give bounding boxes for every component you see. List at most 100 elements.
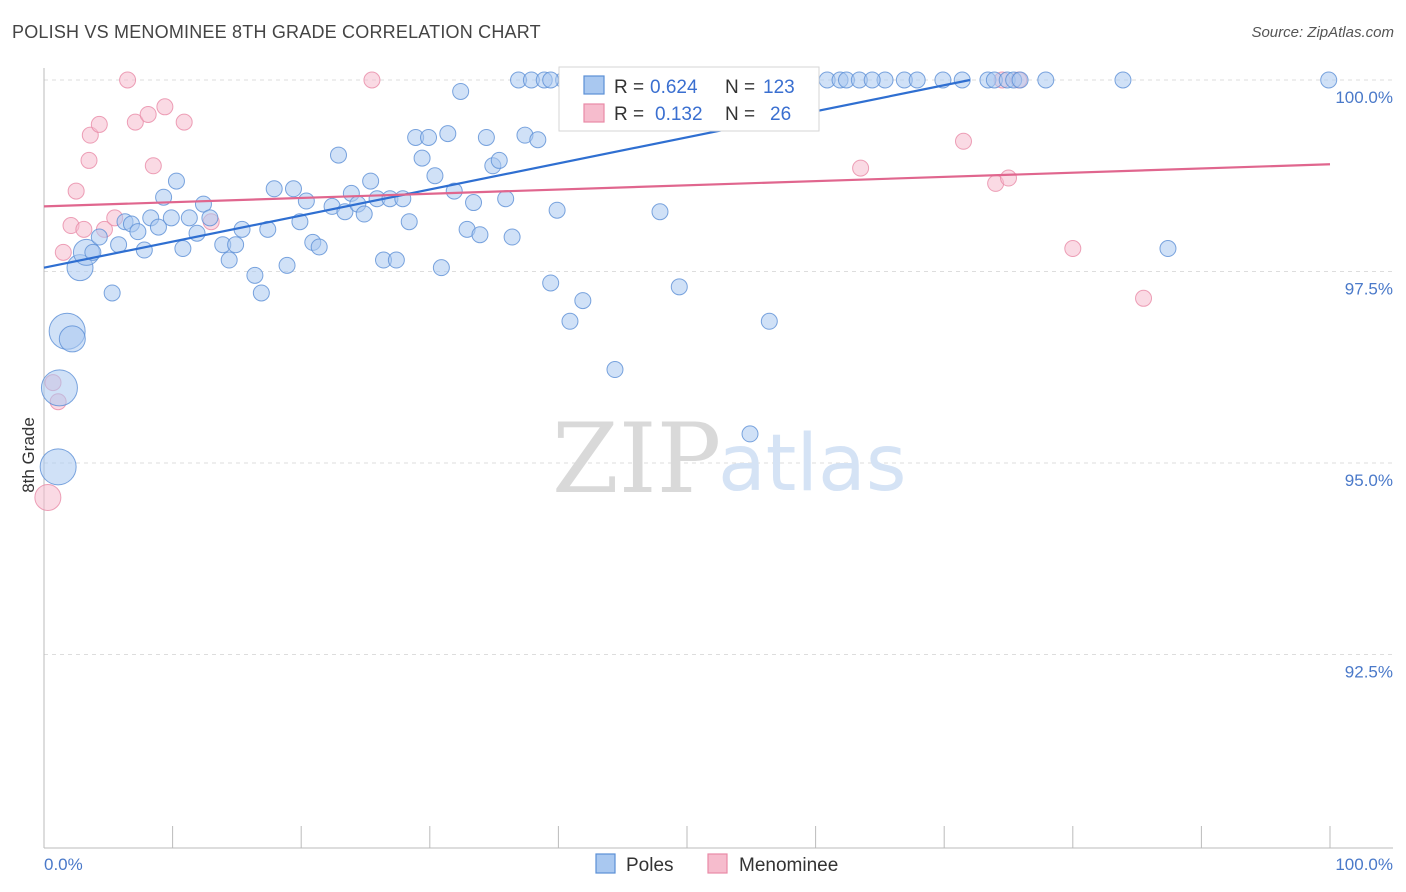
menominee-r-value: 0.132 xyxy=(655,104,703,125)
menominee-point xyxy=(363,71,381,89)
poles-point xyxy=(529,131,547,149)
menominee-r-label: R = xyxy=(614,104,644,125)
menominee-point xyxy=(144,157,162,175)
poles-point xyxy=(503,228,521,246)
poles-point xyxy=(432,259,450,277)
poles-points xyxy=(39,71,1338,486)
legend-poles-swatch xyxy=(595,853,616,874)
poles-point xyxy=(561,312,579,330)
menominee-point xyxy=(954,132,972,150)
menominee-point xyxy=(67,182,85,200)
poles-point xyxy=(246,266,264,284)
poles-point xyxy=(227,236,245,254)
poles-r-value: 0.624 xyxy=(650,77,698,98)
poles-point xyxy=(284,180,302,198)
menominee-point xyxy=(1000,169,1017,187)
poles-point xyxy=(1320,71,1338,89)
poles-point xyxy=(490,151,508,169)
poles-n-label: N = xyxy=(725,77,755,98)
poles-point xyxy=(110,236,128,254)
menominee-n-label: N = xyxy=(725,104,755,125)
y-tick-label: 97.5% xyxy=(1345,280,1393,299)
poles-point xyxy=(574,292,592,310)
y-tick-label: 100.0% xyxy=(1335,88,1393,107)
menominee-point xyxy=(54,243,72,261)
menominee-point xyxy=(75,220,93,238)
stats-legend: R = 0.624 N = 123 R = 0.132 N = 26 xyxy=(558,66,820,132)
poles-point xyxy=(135,241,153,259)
poles-point xyxy=(1011,71,1029,89)
poles-point xyxy=(167,172,185,190)
poles-point xyxy=(40,369,78,407)
poles-point xyxy=(90,228,108,246)
menominee-n-value: 26 xyxy=(770,104,791,125)
poles-point xyxy=(39,448,77,486)
poles-point xyxy=(355,205,373,223)
poles-point xyxy=(606,361,624,379)
poles-point xyxy=(252,284,270,302)
watermark-zip: ZIP xyxy=(552,403,721,515)
poles-point xyxy=(651,203,669,221)
poles-r-label: R = xyxy=(614,77,644,98)
y-tick-label: 92.5% xyxy=(1345,663,1393,682)
poles-point xyxy=(400,213,418,231)
menominee-point xyxy=(175,113,193,131)
poles-point xyxy=(426,167,444,185)
poles-point xyxy=(155,188,173,206)
menominee-point xyxy=(119,71,137,89)
poles-point xyxy=(542,71,560,89)
menominee-point xyxy=(1064,240,1082,258)
poles-point xyxy=(58,325,86,353)
menominee-point xyxy=(90,115,108,133)
poles-n-value: 123 xyxy=(763,77,795,98)
menominee-point xyxy=(139,105,157,123)
source-label: Source: ZipAtlas.com xyxy=(1251,24,1394,41)
x-tick-label: 0.0% xyxy=(44,855,83,874)
poles-point xyxy=(477,128,495,146)
menominee-point xyxy=(80,151,98,169)
chart-title: POLISH VS MENOMINEE 8TH GRADE CORRELATIO… xyxy=(12,22,541,42)
poles-point xyxy=(1159,240,1177,258)
poles-point xyxy=(439,125,457,143)
y-tick-label: 95.0% xyxy=(1345,471,1393,490)
poles-point xyxy=(362,172,380,190)
poles-point xyxy=(180,209,198,227)
menominee-point xyxy=(156,98,174,116)
legend-menominee-label: Menominee xyxy=(739,855,838,876)
poles-point xyxy=(1037,71,1055,89)
poles-point xyxy=(265,180,283,198)
menominee-point xyxy=(1135,289,1153,307)
poles-point xyxy=(129,223,147,241)
poles-point xyxy=(548,201,566,219)
series-legend: Poles Menominee xyxy=(595,853,838,876)
poles-point xyxy=(542,274,560,292)
legend-poles-label: Poles xyxy=(626,855,674,876)
poles-point xyxy=(220,251,238,269)
poles-point xyxy=(278,256,296,274)
stats-legend-poles-swatch xyxy=(583,75,605,95)
legend-menominee-swatch xyxy=(707,853,728,874)
poles-point xyxy=(103,284,121,302)
poles-point xyxy=(420,128,438,146)
poles-point xyxy=(149,218,167,236)
poles-point xyxy=(387,251,405,269)
poles-point xyxy=(670,278,688,296)
poles-point xyxy=(413,149,431,167)
poles-point xyxy=(471,226,489,244)
poles-point xyxy=(445,182,463,200)
poles-point xyxy=(497,190,515,208)
stats-legend-menominee-swatch xyxy=(583,103,605,123)
menominee-point xyxy=(852,159,870,177)
poles-point xyxy=(1114,71,1132,89)
poles-point xyxy=(201,209,219,227)
poles-point xyxy=(452,82,470,100)
menominee-point xyxy=(34,483,62,511)
gridlines xyxy=(44,79,1393,655)
x-tick-label: 100.0% xyxy=(1335,855,1393,874)
menominee-point xyxy=(126,113,144,131)
y-axis-label: 8th Grade xyxy=(19,417,38,493)
poles-point xyxy=(162,209,180,227)
poles-point xyxy=(953,71,971,89)
poles-point xyxy=(465,194,483,212)
